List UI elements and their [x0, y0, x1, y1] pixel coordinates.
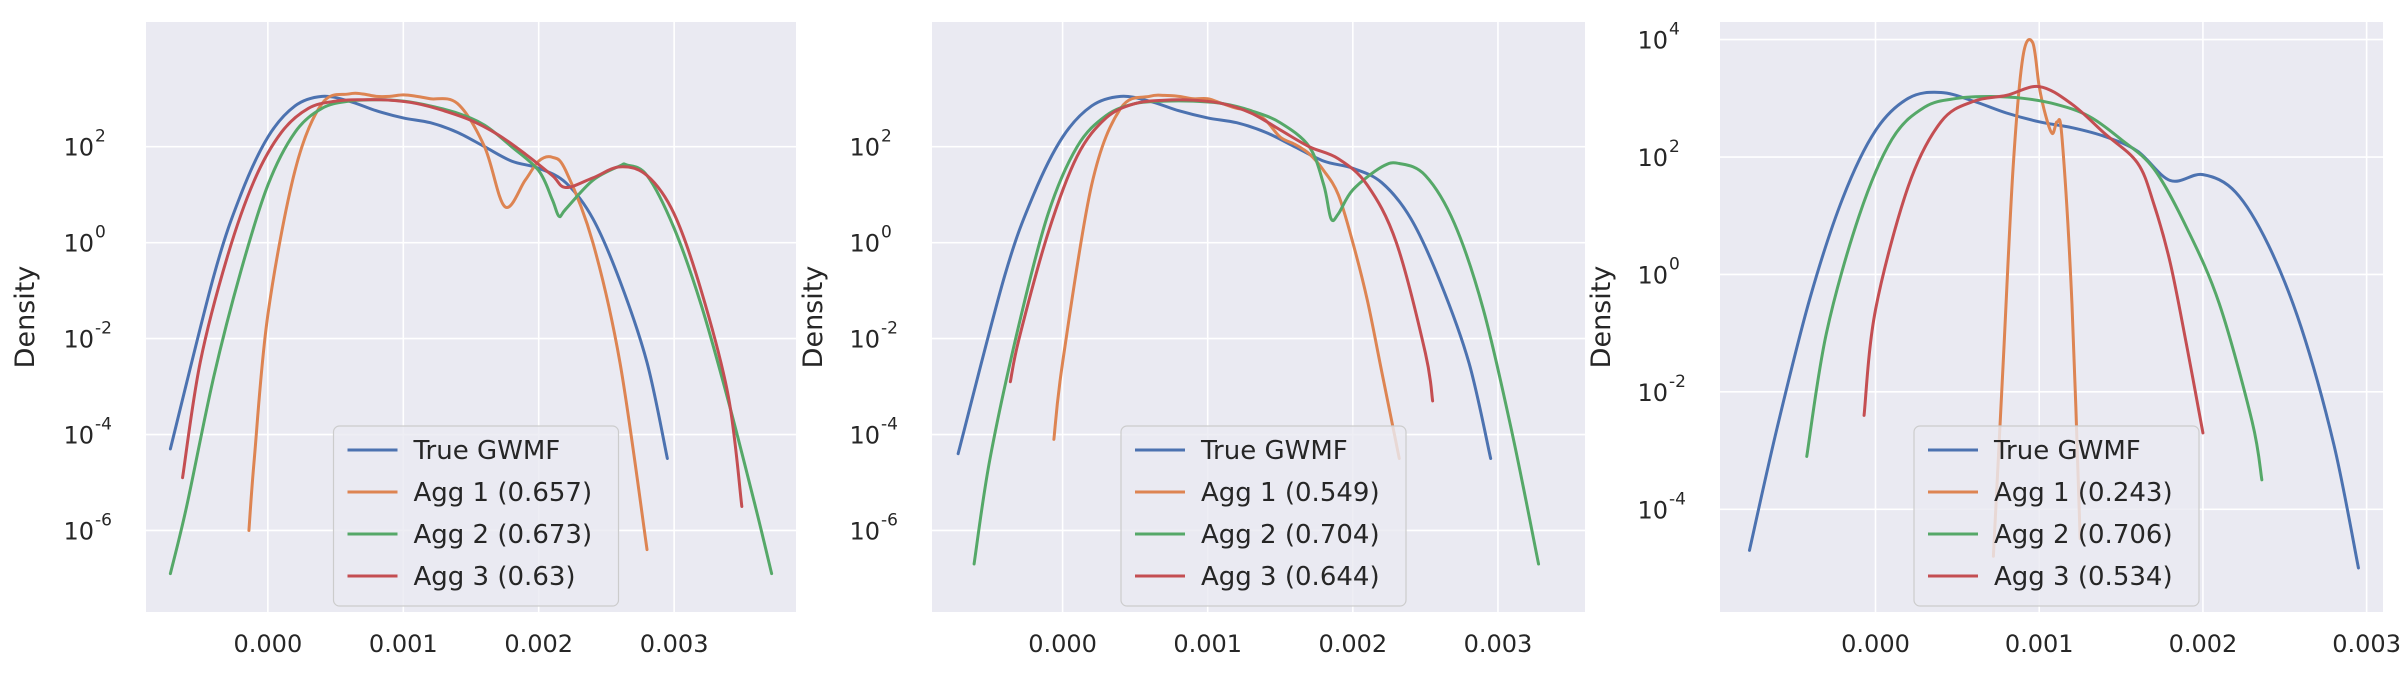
y-tick-exponent: -4	[881, 415, 898, 435]
y-tick-label: 10	[63, 517, 94, 545]
x-tick-label: 0.002	[504, 630, 573, 658]
y-tick-label: 10	[849, 134, 880, 162]
legend-entry: Agg 2 (0.673)	[414, 520, 593, 550]
y-tick-label: 10	[1637, 261, 1668, 289]
legend-entry: True GWMF	[413, 436, 561, 466]
y-tick-exponent: 2	[95, 127, 106, 147]
legend-box	[1120, 425, 1407, 607]
y-tick-exponent: 0	[95, 223, 106, 243]
legend-entry: True GWMF	[1200, 436, 1348, 466]
x-tick-label: 0.001	[1173, 630, 1242, 658]
x-tick-label: 0.003	[640, 630, 709, 658]
legend-entry: Agg 3 (0.644)	[1201, 562, 1380, 592]
y-tick-label: 10	[1637, 496, 1668, 524]
series-line-3	[168, 98, 774, 576]
y-tick-label: 10	[63, 230, 94, 258]
series-line-1	[168, 94, 669, 460]
x-tick-label: 0.003	[1464, 630, 1533, 658]
y-tick-exponent: -2	[881, 319, 898, 339]
series-lines	[168, 91, 774, 576]
y-axis-label: Density	[10, 266, 41, 369]
y-tick-exponent: -2	[1669, 372, 1686, 392]
y-tick-exponent: 2	[1669, 137, 1680, 157]
y-tick-exponent: -2	[95, 319, 112, 339]
series-line-2	[1991, 37, 2082, 558]
y-tick-label: 10	[849, 422, 880, 450]
legend-entry: Agg 1 (0.243)	[1994, 478, 2173, 508]
y-axis-label: Density	[798, 266, 829, 369]
y-tick-exponent: -4	[1669, 489, 1686, 509]
legend-entry: Agg 2 (0.706)	[1994, 520, 2173, 550]
x-tick-label: 0.002	[1318, 630, 1387, 658]
series-line-4	[1862, 84, 2205, 435]
x-tick-label: 0.001	[369, 630, 438, 658]
series-line-1	[1747, 90, 2360, 570]
x-tick-label: 0.003	[2332, 630, 2401, 658]
legend-entry: Agg 1 (0.549)	[1201, 478, 1380, 508]
x-tick-label: 0.000	[1841, 630, 1910, 658]
y-tick-exponent: 4	[1669, 20, 1680, 40]
series-lines	[956, 93, 1541, 566]
legend-entry: Agg 2 (0.704)	[1201, 520, 1380, 550]
series-lines	[1747, 37, 2360, 570]
series-line-1	[956, 94, 1493, 460]
legend-entry: Agg 1 (0.657)	[414, 478, 593, 508]
y-tick-exponent: -6	[881, 510, 898, 530]
series-line-2	[247, 91, 649, 552]
series-line-3	[972, 99, 1541, 566]
y-tick-label: 10	[1637, 27, 1668, 55]
legend: True GWMF Agg 1 (0.657) Agg 2 (0.673) Agg 3…	[332, 425, 620, 607]
legend-entry: Agg 3 (0.63)	[414, 562, 576, 592]
y-tick-label: 10	[63, 422, 94, 450]
legend: True GWMF Agg 1 (0.243) Agg 2 (0.706) Agg 3…	[1913, 425, 2200, 607]
y-tick-exponent: 2	[881, 127, 892, 147]
legend-box	[332, 425, 620, 607]
y-tick-exponent: -6	[95, 510, 112, 530]
y-axis-label: Density	[1586, 266, 1617, 369]
y-tick-label: 10	[849, 517, 880, 545]
series-line-4	[1008, 98, 1435, 403]
y-tick-label: 10	[849, 230, 880, 258]
legend-entry: True GWMF	[1993, 436, 2141, 466]
legend-box	[1913, 425, 2200, 607]
y-tick-exponent: 0	[1669, 254, 1680, 274]
series-line-3	[1805, 95, 2264, 482]
x-tick-label: 0.000	[1028, 630, 1097, 658]
y-tick-label: 10	[63, 326, 94, 354]
y-tick-label: 10	[1637, 379, 1668, 407]
legend-entry: Agg 3 (0.534)	[1994, 562, 2173, 592]
x-tick-label: 0.002	[2169, 630, 2238, 658]
y-tick-label: 10	[63, 134, 94, 162]
y-tick-label: 10	[849, 326, 880, 354]
x-tick-label: 0.001	[2005, 630, 2074, 658]
legend: True GWMF Agg 1 (0.549) Agg 2 (0.704) Agg 3…	[1120, 425, 1407, 607]
x-tick-label: 0.000	[234, 630, 303, 658]
y-tick-exponent: 0	[881, 223, 892, 243]
y-tick-exponent: -4	[95, 415, 112, 435]
series-line-4	[181, 98, 744, 508]
y-tick-label: 10	[1637, 144, 1668, 172]
